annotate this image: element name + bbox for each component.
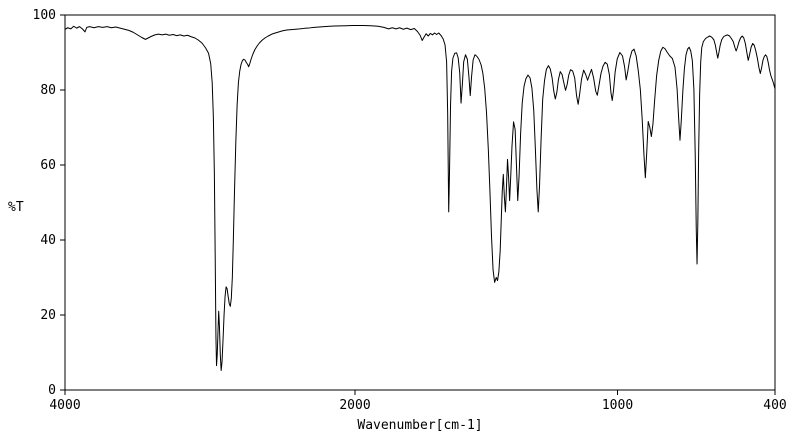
x-tick-label: 400 [763,398,786,413]
x-axis-title: Wavenumber[cm-1] [357,418,482,433]
spectrum-trace [64,25,776,371]
y-axis-title: %T [8,200,24,215]
x-tick-label: 4000 [49,398,80,413]
y-tick-label: 40 [40,233,56,248]
y-tick-label: 20 [40,308,56,323]
x-tick-label: 1000 [602,398,633,413]
y-tick-label: 80 [40,83,56,98]
y-tick-label: 60 [40,158,56,173]
x-axis: 4000 2000 1000 400 [49,390,787,413]
y-axis: 0 20 40 60 80 100 [33,8,65,398]
x-tick-label: 2000 [339,398,370,413]
plot-border [64,14,776,391]
y-tick-label: 0 [48,383,56,398]
y-tick-label: 100 [33,8,56,23]
